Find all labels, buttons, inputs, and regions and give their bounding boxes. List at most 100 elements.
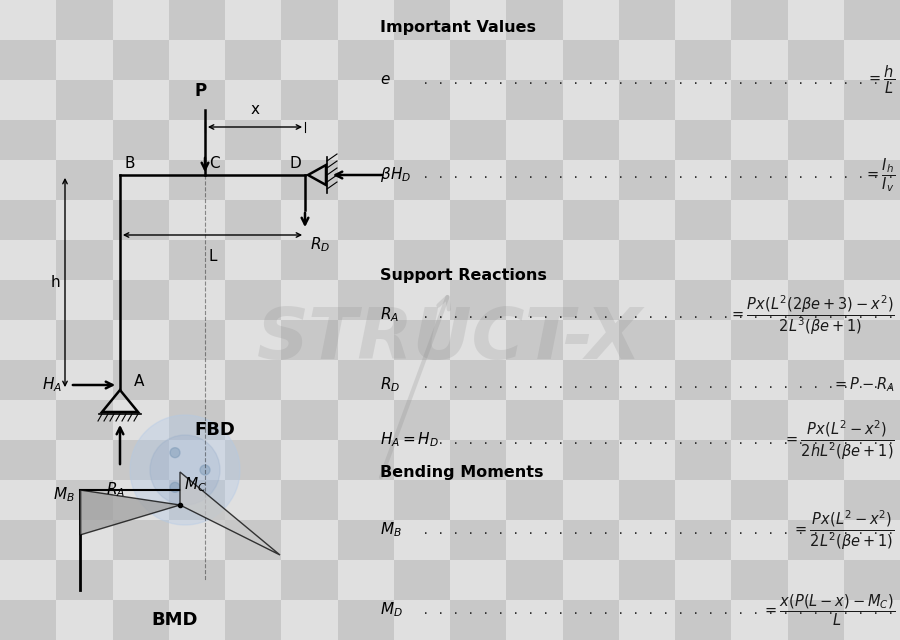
Bar bbox=[338, 160, 394, 200]
Bar bbox=[506, 0, 562, 40]
Bar bbox=[112, 400, 169, 440]
Bar bbox=[0, 440, 56, 480]
Bar bbox=[225, 520, 281, 560]
Bar bbox=[56, 440, 112, 480]
Bar bbox=[619, 200, 675, 240]
Text: D: D bbox=[289, 156, 301, 170]
Text: BMD: BMD bbox=[152, 611, 198, 629]
Bar bbox=[619, 120, 675, 160]
Bar bbox=[731, 480, 788, 520]
Bar bbox=[112, 40, 169, 80]
Bar bbox=[506, 360, 562, 400]
Bar bbox=[731, 80, 788, 120]
Bar bbox=[619, 560, 675, 600]
Text: $\beta$: $\beta$ bbox=[380, 166, 392, 184]
Bar bbox=[338, 240, 394, 280]
Bar bbox=[394, 440, 450, 480]
Bar bbox=[731, 560, 788, 600]
Bar bbox=[619, 160, 675, 200]
Bar bbox=[338, 120, 394, 160]
Bar bbox=[338, 600, 394, 640]
Bar bbox=[844, 400, 900, 440]
Bar bbox=[844, 440, 900, 480]
Bar bbox=[112, 440, 169, 480]
Bar bbox=[788, 240, 844, 280]
Bar bbox=[731, 40, 788, 80]
Bar bbox=[169, 520, 225, 560]
Bar bbox=[56, 320, 112, 360]
Text: B: B bbox=[125, 156, 136, 170]
Bar bbox=[225, 440, 281, 480]
Text: A: A bbox=[134, 374, 144, 390]
Bar bbox=[844, 0, 900, 40]
Bar bbox=[0, 240, 56, 280]
Text: $= \dfrac{I_h}{I_v}$: $= \dfrac{I_h}{I_v}$ bbox=[864, 156, 895, 194]
Bar bbox=[394, 200, 450, 240]
Bar bbox=[338, 560, 394, 600]
Bar bbox=[56, 360, 112, 400]
Bar bbox=[506, 440, 562, 480]
Bar bbox=[450, 400, 506, 440]
Bar bbox=[619, 40, 675, 80]
Text: $H_A$: $H_A$ bbox=[42, 376, 62, 394]
Bar bbox=[619, 0, 675, 40]
Bar bbox=[0, 360, 56, 400]
Text: x: x bbox=[250, 102, 259, 117]
Bar bbox=[619, 480, 675, 520]
Bar bbox=[562, 0, 619, 40]
Bar bbox=[0, 280, 56, 320]
Text: $= \dfrac{x(P(L-x)-M_C)}{L}$: $= \dfrac{x(P(L-x)-M_C)}{L}$ bbox=[761, 592, 895, 628]
Bar bbox=[844, 80, 900, 120]
Circle shape bbox=[200, 465, 210, 475]
Bar bbox=[619, 240, 675, 280]
Bar bbox=[169, 120, 225, 160]
Bar bbox=[731, 360, 788, 400]
Bar bbox=[281, 440, 338, 480]
Bar bbox=[169, 320, 225, 360]
Bar bbox=[675, 200, 731, 240]
Text: $= \dfrac{Px(L^2-x^2)}{2L^2(\beta e+1)}$: $= \dfrac{Px(L^2-x^2)}{2L^2(\beta e+1)}$ bbox=[793, 508, 895, 552]
Bar bbox=[675, 320, 731, 360]
Bar bbox=[338, 40, 394, 80]
Bar bbox=[731, 320, 788, 360]
Bar bbox=[506, 40, 562, 80]
Text: $M_C$: $M_C$ bbox=[184, 476, 206, 494]
Bar bbox=[225, 80, 281, 120]
Bar bbox=[56, 40, 112, 80]
Bar bbox=[675, 440, 731, 480]
Bar bbox=[281, 240, 338, 280]
Bar bbox=[450, 40, 506, 80]
Bar bbox=[675, 240, 731, 280]
Bar bbox=[788, 0, 844, 40]
Text: Bending Moments: Bending Moments bbox=[380, 465, 544, 480]
Bar bbox=[506, 480, 562, 520]
Bar bbox=[169, 400, 225, 440]
Bar bbox=[450, 560, 506, 600]
Bar bbox=[844, 520, 900, 560]
Bar bbox=[112, 80, 169, 120]
Bar bbox=[788, 40, 844, 80]
Bar bbox=[394, 120, 450, 160]
Text: . . . . . . . . . . . . . . . . . . . . . . . . . . . . . . . . . . . . . . . . : . . . . . . . . . . . . . . . . . . . . … bbox=[422, 524, 900, 536]
Bar bbox=[394, 40, 450, 80]
Bar bbox=[844, 120, 900, 160]
Bar bbox=[225, 480, 281, 520]
Bar bbox=[0, 400, 56, 440]
Bar bbox=[338, 80, 394, 120]
Bar bbox=[562, 200, 619, 240]
Bar bbox=[619, 280, 675, 320]
Bar bbox=[169, 80, 225, 120]
Bar bbox=[731, 440, 788, 480]
Bar bbox=[731, 0, 788, 40]
Bar bbox=[619, 400, 675, 440]
Bar bbox=[281, 40, 338, 80]
Bar bbox=[619, 440, 675, 480]
Bar bbox=[844, 560, 900, 600]
Bar bbox=[731, 280, 788, 320]
Bar bbox=[0, 160, 56, 200]
Bar bbox=[619, 80, 675, 120]
Bar bbox=[562, 480, 619, 520]
Bar bbox=[225, 240, 281, 280]
Bar bbox=[394, 560, 450, 600]
Bar bbox=[169, 160, 225, 200]
